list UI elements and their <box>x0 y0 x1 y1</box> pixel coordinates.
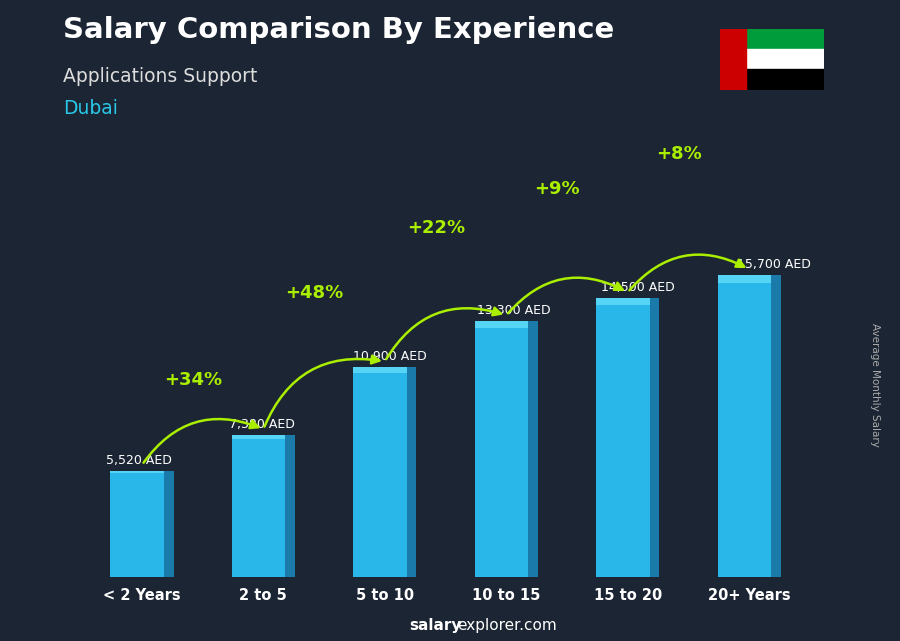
Bar <box>285 435 295 577</box>
Bar <box>164 470 174 577</box>
Bar <box>111 470 164 474</box>
Bar <box>720 29 824 49</box>
Bar <box>720 69 824 90</box>
Text: Average Monthly Salary: Average Monthly Salary <box>869 322 880 447</box>
Text: 7,380 AED: 7,380 AED <box>230 418 295 431</box>
Bar <box>717 275 771 577</box>
Text: +34%: +34% <box>164 371 222 389</box>
Bar <box>407 367 417 577</box>
Text: explorer.com: explorer.com <box>457 619 557 633</box>
Bar <box>474 321 528 577</box>
Bar <box>528 321 538 577</box>
Bar <box>650 298 659 577</box>
Bar <box>232 435 285 577</box>
Text: salary: salary <box>410 619 462 633</box>
Text: Salary Comparison By Experience: Salary Comparison By Experience <box>63 16 614 44</box>
Bar <box>717 275 771 283</box>
Bar <box>720 29 746 90</box>
Text: 14,500 AED: 14,500 AED <box>601 281 675 294</box>
Text: 13,300 AED: 13,300 AED <box>477 304 551 317</box>
Text: Dubai: Dubai <box>63 99 118 119</box>
Text: Applications Support: Applications Support <box>63 67 257 87</box>
Text: +9%: +9% <box>535 180 580 198</box>
Bar <box>353 367 407 372</box>
Bar <box>596 298 650 577</box>
Text: +8%: +8% <box>656 146 701 163</box>
Bar <box>474 321 528 328</box>
Bar <box>111 470 164 577</box>
Text: 10,900 AED: 10,900 AED <box>353 351 427 363</box>
Text: +22%: +22% <box>407 219 464 237</box>
Bar <box>596 298 650 305</box>
Bar <box>353 367 407 577</box>
Bar <box>720 49 824 69</box>
Text: 5,520 AED: 5,520 AED <box>105 454 171 467</box>
Text: 15,700 AED: 15,700 AED <box>737 258 811 271</box>
Text: +48%: +48% <box>285 284 344 302</box>
Bar <box>771 275 780 577</box>
Bar <box>232 435 285 438</box>
